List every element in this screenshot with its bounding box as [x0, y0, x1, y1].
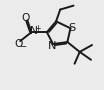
Text: N: N [48, 41, 57, 51]
Text: −: − [19, 41, 27, 50]
Text: S: S [68, 23, 75, 33]
Text: O: O [22, 13, 30, 23]
Text: N: N [30, 26, 38, 36]
Text: +: + [34, 24, 41, 33]
Text: O: O [15, 39, 23, 49]
